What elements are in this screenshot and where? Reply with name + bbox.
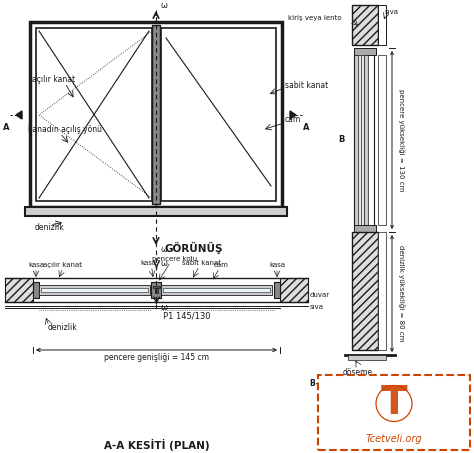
Bar xyxy=(318,375,470,450)
Text: sıva: sıva xyxy=(385,9,399,15)
Text: sabit kanat: sabit kanat xyxy=(285,81,328,90)
Bar xyxy=(41,288,148,292)
Text: GÖRÜNÜŞ: GÖRÜNÜŞ xyxy=(164,242,223,254)
Text: açılır kanat: açılır kanat xyxy=(44,262,82,268)
Text: döşeme: döşeme xyxy=(343,368,373,377)
Text: duvar: duvar xyxy=(310,292,330,298)
Bar xyxy=(25,207,287,216)
Text: denizlik: denizlik xyxy=(48,323,78,333)
Bar xyxy=(33,282,39,298)
Text: açılır kanat: açılır kanat xyxy=(32,76,75,85)
Bar xyxy=(36,28,152,201)
Text: pencere kolu: pencere kolu xyxy=(152,256,197,262)
Text: sabit kanat: sabit kanat xyxy=(182,260,221,266)
Text: kasa: kasa xyxy=(269,262,285,268)
Bar xyxy=(30,22,282,207)
Text: B: B xyxy=(338,135,345,145)
Bar xyxy=(354,48,376,55)
Bar xyxy=(164,288,271,292)
Text: A: A xyxy=(3,123,9,132)
Bar xyxy=(378,55,386,225)
Bar xyxy=(280,278,308,302)
Bar xyxy=(39,285,150,295)
Text: pencere genişliği = 145 cm: pencere genişliği = 145 cm xyxy=(104,353,209,362)
Bar xyxy=(348,355,386,360)
Bar xyxy=(154,286,161,288)
Text: kasa: kasa xyxy=(140,260,156,266)
Bar xyxy=(354,225,376,232)
Bar xyxy=(152,282,162,298)
Bar xyxy=(358,55,361,225)
Polygon shape xyxy=(290,111,296,119)
Bar xyxy=(161,28,276,201)
Text: cam: cam xyxy=(214,262,229,268)
Text: kasa: kasa xyxy=(28,262,44,268)
Bar xyxy=(274,282,280,298)
Bar xyxy=(352,232,378,350)
Bar xyxy=(155,287,158,293)
Text: pencere yüksekliği = 130 cm: pencere yüksekliği = 130 cm xyxy=(399,89,405,191)
Text: P1 145/130: P1 145/130 xyxy=(163,312,210,321)
Text: T: T xyxy=(381,385,407,423)
Bar xyxy=(361,55,364,225)
Text: ω: ω xyxy=(161,246,168,255)
Text: kanadın açılış yönü: kanadın açılış yönü xyxy=(28,125,102,135)
Text: ω: ω xyxy=(161,304,167,313)
Text: ω: ω xyxy=(161,259,167,268)
Text: denizlik: denizlik xyxy=(35,223,65,232)
Text: cam: cam xyxy=(285,116,301,125)
Text: B-B KESİTİ (DÜŞEY KESİT): B-B KESİTİ (DÜŞEY KESİT) xyxy=(310,378,420,388)
Text: sıva: sıva xyxy=(310,304,324,310)
Bar xyxy=(378,232,386,350)
Text: A-A KESİTİ (PLAN): A-A KESİTİ (PLAN) xyxy=(104,439,210,451)
Bar xyxy=(364,55,368,225)
Text: ω: ω xyxy=(161,1,168,10)
Bar xyxy=(354,55,358,225)
Text: A: A xyxy=(303,123,309,132)
Text: Tcetveli.org: Tcetveli.org xyxy=(365,434,422,444)
Bar xyxy=(378,5,386,45)
Polygon shape xyxy=(16,111,22,119)
Bar xyxy=(352,5,378,45)
Bar xyxy=(5,278,33,302)
Text: kiriş veya lento: kiriş veya lento xyxy=(288,15,342,21)
Text: denizlik yüksekliği = 80 cm: denizlik yüksekliği = 80 cm xyxy=(399,245,405,342)
Bar xyxy=(162,285,273,295)
Bar xyxy=(152,25,160,204)
